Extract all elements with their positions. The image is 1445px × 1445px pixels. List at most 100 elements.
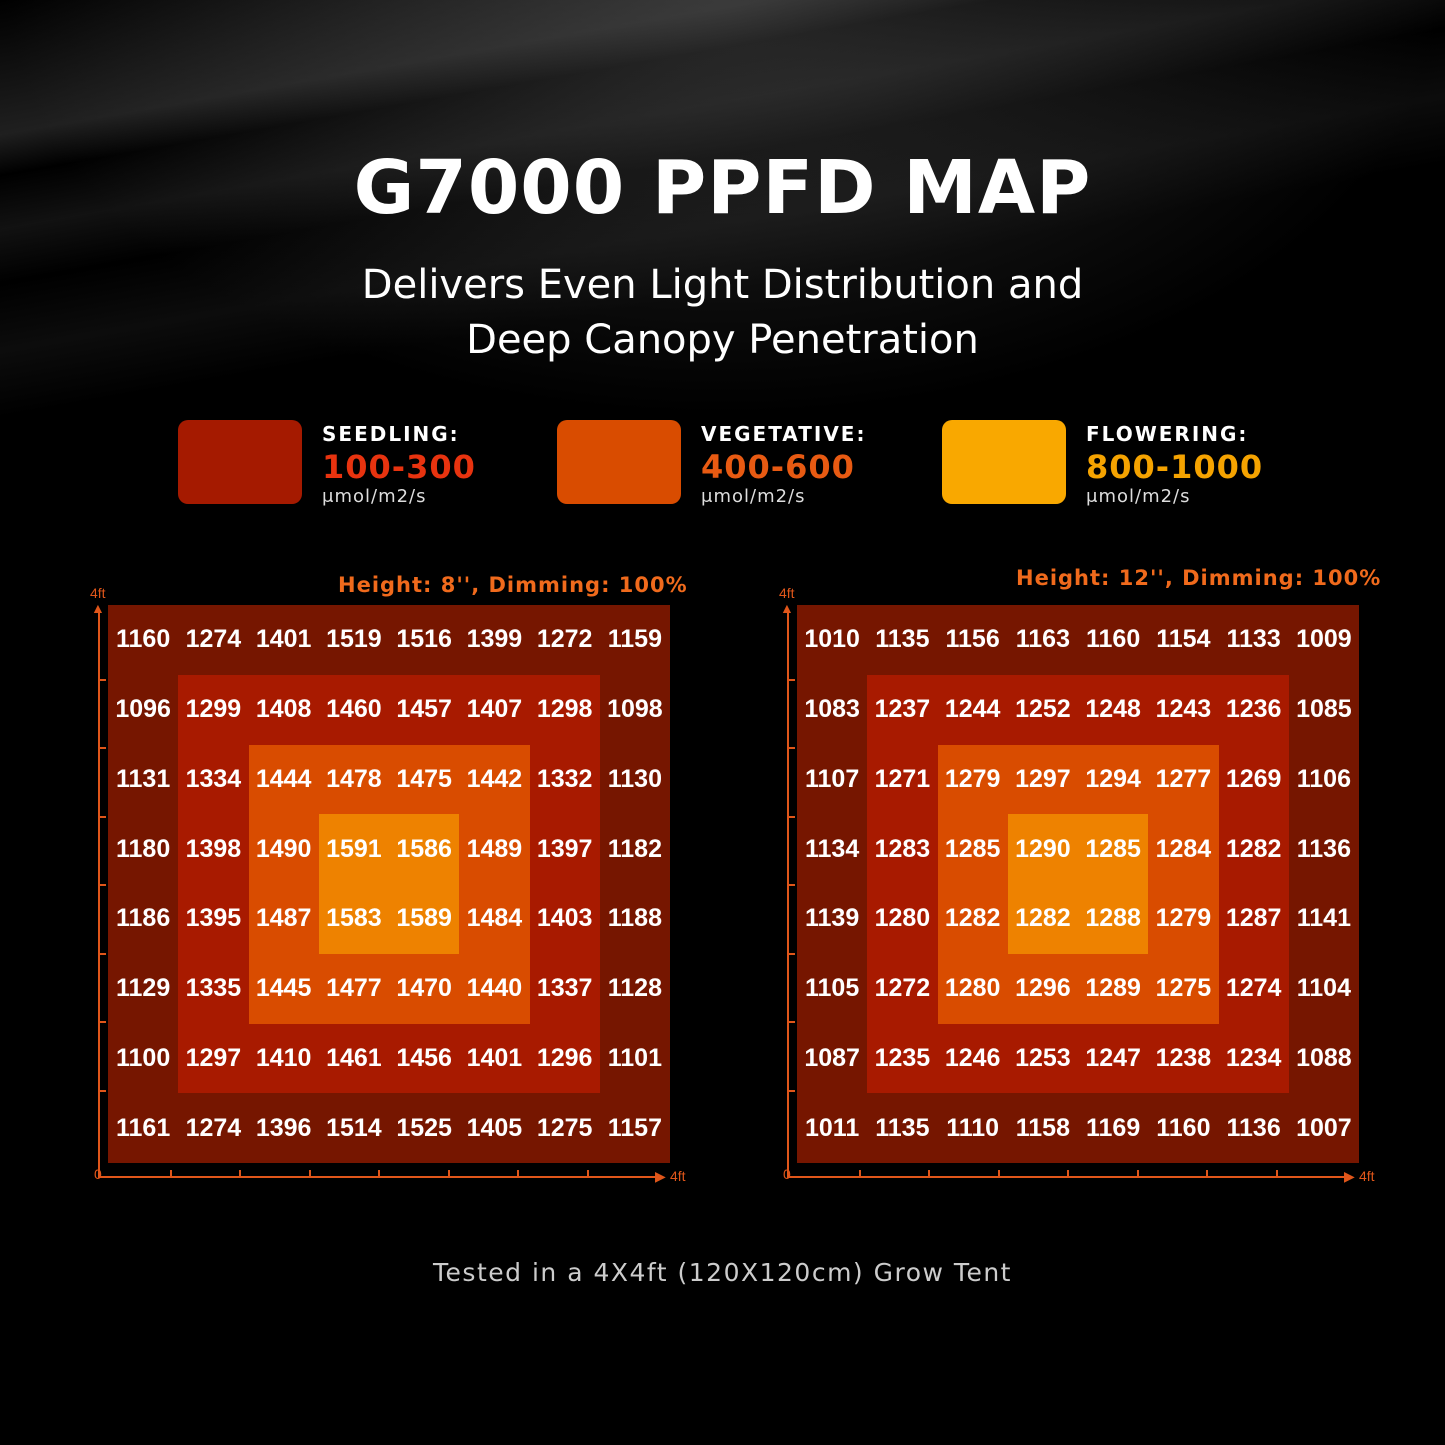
heatmap-cell: 1477 <box>318 953 389 1024</box>
heatmap-cell: 1269 <box>1218 744 1289 815</box>
x-axis-tick <box>1206 1170 1208 1176</box>
x-axis-end-label: 4ft <box>1359 1168 1375 1184</box>
heatmap-cell: 1101 <box>599 1023 670 1094</box>
heatmap-cell: 1516 <box>389 605 460 675</box>
heatmap-cell: 1279 <box>937 744 1008 815</box>
legend-swatch <box>178 420 302 504</box>
heatmap-cell: 1401 <box>248 605 319 675</box>
heatmap-cell: 1332 <box>529 744 600 815</box>
heatmap-cell: 1490 <box>248 814 319 884</box>
heatmap-cell: 1403 <box>529 884 600 954</box>
legend-name: VEGETATIVE: <box>701 422 867 446</box>
heatmap-cell: 1160 <box>108 605 179 675</box>
heatmap-cell: 1285 <box>1078 814 1149 884</box>
heatmap-cell: 1139 <box>797 884 868 954</box>
heatmap-cell: 1169 <box>1078 1093 1149 1163</box>
heatmap-cell: 1296 <box>529 1023 600 1094</box>
y-axis <box>98 610 100 1178</box>
y-axis-tick <box>100 747 106 749</box>
heatmap-cell: 1444 <box>248 744 319 815</box>
x-axis-tick <box>308 1170 311 1176</box>
heatmap-cell: 1135 <box>867 605 938 675</box>
heatmap-cell: 1159 <box>599 605 670 675</box>
heatmap-cell: 1272 <box>867 953 938 1024</box>
legend-swatch <box>942 420 1066 504</box>
y-axis-tick <box>789 1021 795 1023</box>
heatmap-cell: 1280 <box>867 884 938 954</box>
heatmap-cell: 1243 <box>1148 674 1219 745</box>
heatmap-grid: 1160 1274 1401 1519 1516 1399 1272 1159 1096 1299… <box>108 605 670 1163</box>
heatmap-cell: 1297 <box>1007 744 1078 815</box>
heatmap-cell: 1237 <box>867 674 938 745</box>
page-title: G7000 PPFD MAP <box>353 145 1092 231</box>
heatmap-cell: 1470 <box>389 953 460 1024</box>
heatmap-cell: 1100 <box>108 1023 179 1094</box>
heatmap-cell: 1244 <box>937 674 1008 745</box>
y-axis-arrow-icon: ▲ <box>780 600 794 616</box>
legend-unit: μmol/m2/s <box>322 486 427 507</box>
x-axis-start-label: 0 <box>94 1166 102 1182</box>
heatmap-cell: 1591 <box>318 814 389 884</box>
y-axis-tick <box>100 952 106 955</box>
heatmap-cell: 1274 <box>178 605 249 675</box>
y-axis-tick <box>789 1089 795 1092</box>
y-axis-tick <box>100 884 106 886</box>
heatmap-cell: 1136 <box>1288 814 1359 884</box>
x-axis-tick <box>1275 1170 1278 1176</box>
heatmap-cell: 1131 <box>108 744 179 815</box>
x-axis-tick <box>1067 1170 1069 1176</box>
map-title: Height: 12'', Dimming: 100% <box>1016 566 1382 590</box>
heatmap-cell: 1180 <box>108 814 179 884</box>
legend-range: 100-300 <box>322 448 476 486</box>
y-axis-tick <box>789 884 795 886</box>
heatmap-cell: 1247 <box>1078 1023 1149 1094</box>
heatmap-cell: 1583 <box>318 884 389 954</box>
x-axis-tick <box>997 1170 1000 1176</box>
heatmap-cell: 1519 <box>318 605 389 675</box>
heatmap-cell: 1236 <box>1218 674 1289 745</box>
heatmap-cell: 1188 <box>599 884 670 954</box>
heatmap-cell: 1277 <box>1148 744 1219 815</box>
heatmap-cell: 1395 <box>178 884 249 954</box>
heatmap-cell: 1282 <box>937 884 1008 954</box>
heatmap-cell: 1136 <box>1218 1093 1289 1163</box>
background-light-fixture-image <box>0 0 1445 420</box>
heatmap-cell: 1289 <box>1078 953 1149 1024</box>
heatmap-cell: 1514 <box>318 1093 389 1163</box>
heatmap-cell: 1294 <box>1078 744 1149 815</box>
heatmap-cell: 1010 <box>797 605 868 675</box>
heatmap-cell: 1098 <box>599 674 670 745</box>
heatmap-cell: 1274 <box>1218 953 1289 1024</box>
y-axis-arrow-icon: ▲ <box>91 600 105 616</box>
subtitle: Delivers Even Light Distribution and Dee… <box>0 258 1445 368</box>
heatmap-cell: 1105 <box>797 953 868 1024</box>
heatmap-cell: 1290 <box>1007 814 1078 884</box>
subtitle-line-2: Deep Canopy Penetration <box>466 317 979 363</box>
heatmap-cell: 1396 <box>248 1093 319 1163</box>
legend-seedling: SEEDLING: 100-300 μmol/m2/s <box>178 420 476 507</box>
heatmap-cell: 1135 <box>867 1093 938 1163</box>
heatmap-cell: 1248 <box>1078 674 1149 745</box>
legend-unit: μmol/m2/s <box>1086 486 1191 507</box>
heatmap-cell: 1129 <box>108 953 179 1024</box>
y-axis-tick <box>100 678 106 681</box>
heatmap-cell: 1141 <box>1288 884 1359 954</box>
heatmap-cell: 1106 <box>1288 744 1359 815</box>
y-axis-end-label: 4ft <box>779 585 795 601</box>
heatmap-cell: 1252 <box>1007 674 1078 745</box>
heatmap-cell: 1088 <box>1288 1023 1359 1094</box>
heatmap-cell: 1288 <box>1078 884 1149 954</box>
legend-range: 400-600 <box>701 448 855 486</box>
heatmap-cell: 1337 <box>529 953 600 1024</box>
legend-flowering: FLOWERING: 800-1000 μmol/m2/s <box>942 420 1263 507</box>
y-axis-tick <box>789 815 795 818</box>
heatmap-cell: 1489 <box>459 814 530 884</box>
x-axis-tick <box>858 1170 861 1176</box>
heatmap-cell: 1405 <box>459 1093 530 1163</box>
legend-unit: μmol/m2/s <box>701 486 806 507</box>
legend-name: FLOWERING: <box>1086 422 1249 446</box>
heatmap-cell: 1586 <box>389 814 460 884</box>
heatmap-cell: 1445 <box>248 953 319 1024</box>
heatmap-cell: 1133 <box>1218 605 1289 675</box>
heatmap-cell: 1096 <box>108 674 179 745</box>
